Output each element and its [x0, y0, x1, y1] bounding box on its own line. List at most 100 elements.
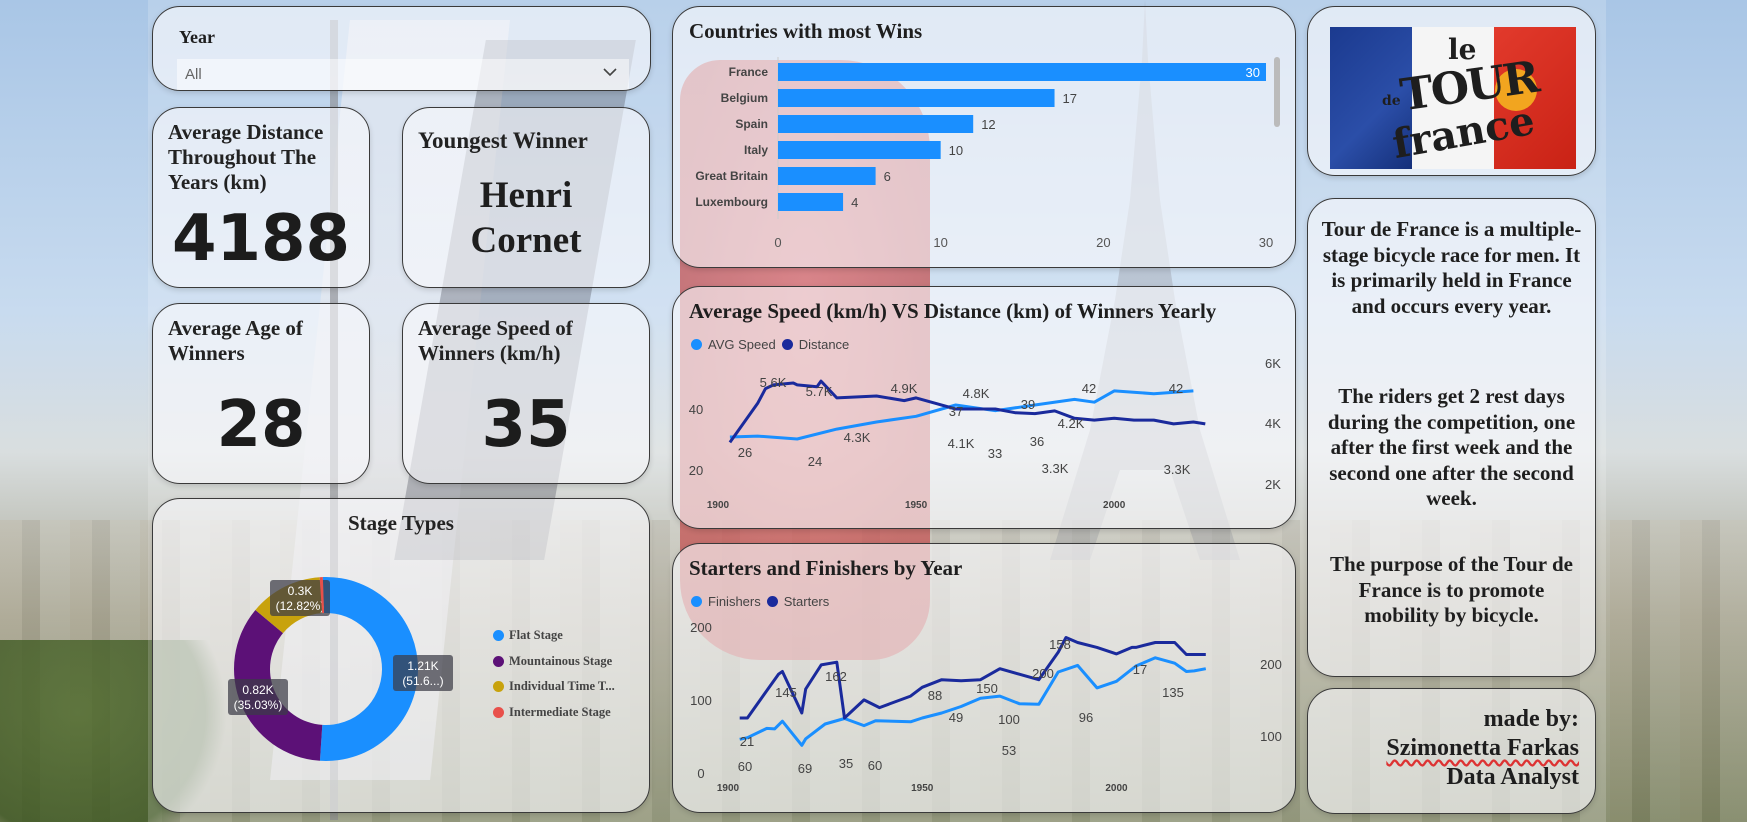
- y2-tick-label: 2K: [1265, 477, 1281, 492]
- data-label: 4.3K: [844, 430, 871, 445]
- year-dropdown[interactable]: All: [177, 59, 629, 90]
- slice-label-bg: [393, 655, 453, 691]
- data-label: 100: [998, 712, 1020, 727]
- info-paragraph-3: The purpose of the Tour de France is to …: [1330, 552, 1573, 627]
- legend-label: Starters: [783, 594, 830, 609]
- legend-item[interactable]: Intermediate Stage: [493, 700, 615, 726]
- y2-tick-label: 4K: [1265, 416, 1281, 431]
- x-tick-label: 2000: [1103, 500, 1126, 511]
- data-label: 60: [738, 759, 752, 774]
- kpi-average-speed: Average Speed of Winners (km/h) 35: [402, 303, 650, 484]
- kpi-value: 4188: [171, 202, 351, 276]
- bar[interactable]: [778, 167, 876, 185]
- kpi-title: Average Age of Winners: [168, 316, 303, 365]
- data-label: 36: [1030, 434, 1044, 449]
- legend-item[interactable]: Mountainous Stage: [493, 649, 615, 675]
- data-label: 35: [839, 756, 853, 771]
- credits-author: Szimonetta Farkas: [1386, 734, 1579, 763]
- logo-card: le TOUR de france: [1307, 6, 1596, 176]
- credits-card: made by: Szimonetta Farkas Data Analyst: [1307, 688, 1596, 814]
- bar[interactable]: [778, 89, 1055, 107]
- credits-role: Data Analyst: [1446, 764, 1579, 790]
- starters-line[interactable]: [739, 636, 1206, 720]
- chevron-down-icon[interactable]: [601, 63, 619, 81]
- wins-by-country-card: Countries with most Wins France 30 Belgium…: [672, 6, 1296, 268]
- data-label: 162: [825, 669, 847, 684]
- donut-slice[interactable]: [234, 610, 323, 761]
- data-label: 37: [949, 404, 963, 419]
- data-label: 26: [738, 445, 752, 460]
- kpi-value-last: Cornet: [470, 220, 582, 261]
- x-tick-label: 20: [1096, 235, 1110, 250]
- scrollbar-thumb[interactable]: [1274, 57, 1280, 127]
- starters-finishers-line-chart[interactable]: 200 100 0 200 100 1900 1950 2000 60 21 145 69 162 35 6…: [673, 544, 1296, 813]
- data-label: 4.1K: [948, 436, 975, 451]
- wins-bar-chart[interactable]: France 30 Belgium 17 Spain 12 Italy 10 Great Bri…: [673, 7, 1296, 268]
- bar[interactable]: [778, 115, 974, 133]
- bar[interactable]: [778, 193, 844, 211]
- data-label: 150: [976, 681, 998, 696]
- y2-tick-label: 100: [1260, 729, 1282, 744]
- kpi-youngest-winner: Youngest Winner Henri Cornet: [402, 107, 650, 288]
- slice-percent-label: (12.82%): [276, 599, 325, 613]
- legend-item[interactable]: Individual Time T...: [493, 674, 615, 700]
- kpi-title: Youngest Winner: [418, 128, 588, 153]
- data-label: 53: [1002, 743, 1016, 758]
- legend-label: Mountainous Stage: [509, 653, 613, 668]
- finishers-line[interactable]: [739, 656, 1207, 747]
- y-tick-label: 100: [690, 693, 712, 708]
- x-tick-label: 1950: [905, 500, 928, 511]
- data-label: 200: [1032, 666, 1054, 681]
- tour-de-france-logo: le TOUR de france: [1330, 27, 1576, 169]
- bar-value-label: 10: [949, 143, 963, 158]
- slice-value-label: 0.3K: [288, 584, 313, 598]
- y2-tick-label: 6K: [1265, 356, 1281, 371]
- stage-types-card: Stage Types 1.21K (51.6...) 0.82K (35.03%) 0…: [152, 498, 650, 813]
- category-label: France: [729, 65, 769, 79]
- legend-label: Individual Time T...: [509, 679, 615, 694]
- legend-dot-speed: [691, 339, 702, 350]
- donut-slice[interactable]: [319, 577, 419, 761]
- kpi-average-distance: Average Distance Throughout The Years (k…: [152, 107, 370, 288]
- y-tick-label: 0: [697, 766, 704, 781]
- x-tick-label: 1950: [911, 783, 934, 794]
- kpi-title: Average Speed of Winners (km/h): [418, 316, 573, 365]
- slice-percent-label: (35.03%): [234, 698, 283, 712]
- legend-label: Intermediate Stage: [509, 704, 611, 719]
- bar-value-label: 12: [981, 117, 995, 132]
- kpi-title: Average Distance Throughout The Years (k…: [168, 120, 324, 194]
- distance-line[interactable]: [728, 379, 1206, 444]
- category-label: Italy: [744, 143, 768, 157]
- y-tick-label: 40: [689, 402, 703, 417]
- info-paragraph-2: The riders get 2 rest days during the co…: [1327, 384, 1576, 510]
- data-label: 96: [1079, 710, 1093, 725]
- legend-item[interactable]: Flat Stage: [493, 623, 615, 649]
- year-slicer-card: Year All: [152, 6, 651, 91]
- data-label: 5.6K: [760, 375, 787, 390]
- speed-distance-line-chart[interactable]: 40 20 6K 4K 2K 1900 1950 2000 26 24 4.3K 5.6K 5.7K 4.…: [673, 287, 1296, 529]
- category-label: Great Britain: [695, 169, 768, 183]
- donut-slice[interactable]: [319, 577, 325, 614]
- data-label: 4.9K: [891, 381, 918, 396]
- data-label: 24: [808, 454, 822, 469]
- chart-title: Starters and Finishers by Year: [689, 556, 963, 580]
- kpi-average-age: Average Age of Winners 28: [152, 303, 370, 484]
- slice-percent-label: (51.6...): [402, 674, 443, 688]
- dropdown-value: All: [185, 66, 202, 83]
- speed-distance-card: Average Speed (km/h) VS Distance (km) of…: [672, 286, 1296, 529]
- starters-finishers-card: Starters and Finishers by Year Finishers…: [672, 543, 1296, 813]
- data-label: 42: [1169, 381, 1183, 396]
- stage-types-donut-chart[interactable]: 1.21K(51.6...) 0.82K(35.03%) 0.3K(12.82%): [153, 499, 650, 813]
- legend-dot-starters: [766, 596, 778, 607]
- slice-value-label: 1.21K: [407, 659, 438, 673]
- logo-blue-stripe: [1330, 27, 1412, 169]
- data-label: 4.2K: [1058, 416, 1085, 431]
- bar[interactable]: [778, 141, 941, 159]
- credits-label: made by:: [1483, 706, 1579, 732]
- data-label: 33: [988, 446, 1002, 461]
- data-label: 39: [1021, 397, 1035, 412]
- data-label: 60: [868, 758, 882, 773]
- bar-value-label: 6: [884, 169, 891, 184]
- bar[interactable]: [778, 63, 1266, 81]
- data-label: 5.7K: [806, 384, 833, 399]
